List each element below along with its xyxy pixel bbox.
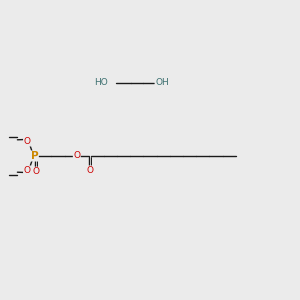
Text: O: O xyxy=(32,167,39,176)
Text: O: O xyxy=(23,166,31,175)
Text: O: O xyxy=(23,137,31,146)
Text: O: O xyxy=(86,166,93,175)
Text: HO: HO xyxy=(94,78,108,87)
Text: P: P xyxy=(31,151,38,161)
Text: OH: OH xyxy=(155,78,169,87)
Text: O: O xyxy=(73,152,80,160)
